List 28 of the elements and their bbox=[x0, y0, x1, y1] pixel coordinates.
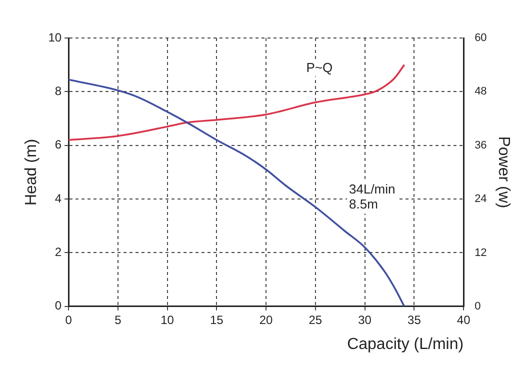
series-label: P~Q bbox=[306, 60, 333, 75]
y-tick-label: 10 bbox=[48, 30, 62, 44]
annotation: 34L/min 8.5m bbox=[349, 181, 396, 212]
y2-tick-label: 12 bbox=[474, 246, 487, 259]
y-tick-label: 4 bbox=[54, 191, 62, 206]
x-tick-label: 10 bbox=[160, 312, 174, 327]
x-tick-label: 35 bbox=[408, 312, 422, 327]
y-tick-label: 6 bbox=[54, 138, 62, 152]
y2-tick-label: 48 bbox=[474, 86, 487, 98]
y2-tick-label: 24 bbox=[474, 193, 487, 206]
x-tick-label: 25 bbox=[308, 312, 322, 327]
y2-tick-label: 0 bbox=[474, 300, 481, 312]
y2-tick-label: 60 bbox=[474, 32, 487, 44]
line-series bbox=[68, 78, 406, 306]
x-tick-label: 15 bbox=[210, 312, 224, 327]
x-axis-title: Capacity (L/min) bbox=[347, 336, 464, 353]
y2-axis-title: Power (w) bbox=[494, 136, 512, 208]
x-tick-label: 5 bbox=[114, 312, 122, 327]
line-series bbox=[68, 64, 406, 141]
y-tick-label: 2 bbox=[54, 245, 62, 260]
x-tick-label: 20 bbox=[259, 312, 274, 327]
x-tick-label: 0 bbox=[65, 312, 72, 327]
x-tick-label: 40 bbox=[456, 312, 471, 327]
y-axis-title: Head (m) bbox=[23, 138, 40, 206]
y-tick-label: 8 bbox=[54, 84, 62, 98]
y-tick-label: 0 bbox=[54, 298, 62, 313]
y2-tick-label: 36 bbox=[474, 139, 487, 152]
x-tick-label: 30 bbox=[358, 312, 372, 327]
